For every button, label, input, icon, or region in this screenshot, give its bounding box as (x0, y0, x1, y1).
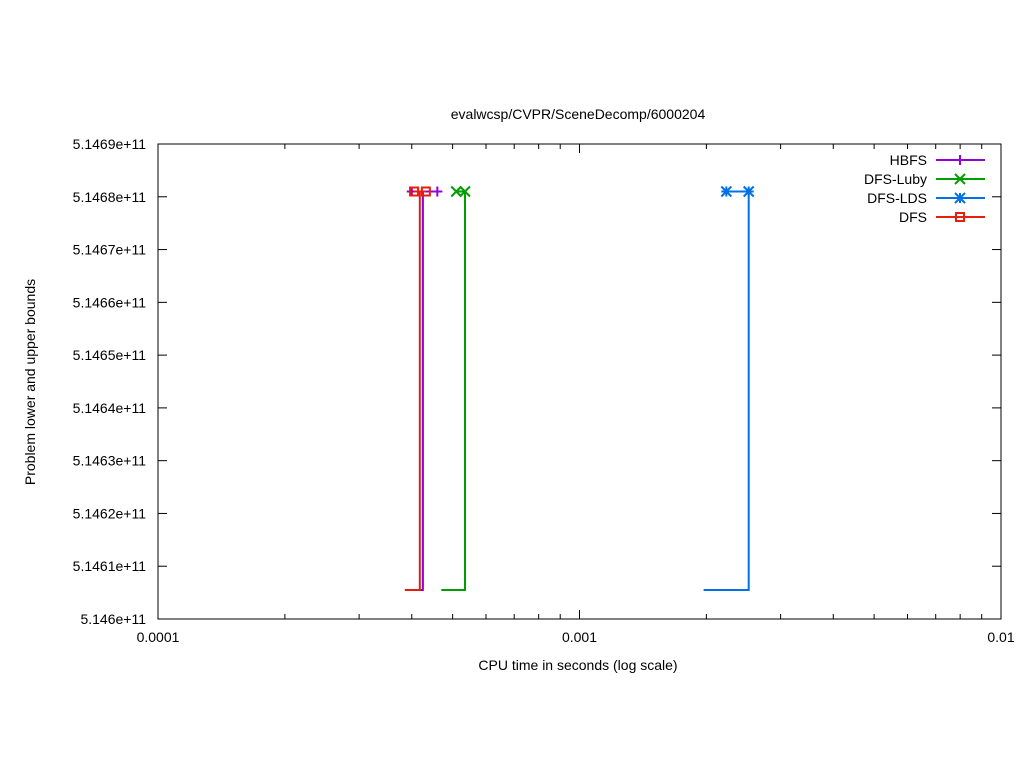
legend-entry: DFS-Luby (864, 171, 985, 187)
x-marker-shape (450, 185, 462, 198)
lower-bound-line (411, 191, 424, 591)
legend: HBFS DFS-Luby DFS-LDS DFS (864, 152, 985, 225)
legend-marker (954, 192, 966, 204)
data-point-marker (432, 186, 443, 197)
y-tick-label: 5.1468e+11 (73, 189, 147, 205)
series-hbfs (406, 186, 443, 591)
square-marker-shape (420, 186, 431, 197)
y-axis-label: Problem lower and upper bounds (22, 279, 38, 485)
legend-label: DFS-Luby (864, 171, 927, 187)
y-tick-label: 5.1463e+11 (73, 453, 147, 469)
x-tick-label: 0.01 (987, 629, 1014, 645)
lower-bound-line (441, 191, 466, 591)
axis-ticks (157, 143, 1002, 620)
lower-bound-line (703, 191, 750, 591)
plot-frame (157, 143, 1002, 620)
star-marker-shape (720, 185, 733, 198)
y-tick-label: 5.1464e+11 (73, 400, 147, 416)
legend-marker (955, 155, 965, 165)
legend-label: DFS-LDS (867, 190, 927, 206)
chart-title: evalwcsp/CVPR/SceneDecomp/6000204 (451, 106, 706, 122)
data-point-marker (720, 185, 733, 198)
data-point-marker (409, 186, 420, 197)
legend-entry: DFS-LDS (867, 190, 985, 206)
legend-marker (954, 173, 966, 185)
x-tick-label: 0.001 (562, 629, 597, 645)
y-tick-labels: 5.146e+11 5.1461e+11 5.1462e+11 5.1463e+11 5… (73, 136, 147, 627)
legend-marker (955, 212, 965, 222)
x-marker-shape (459, 185, 471, 198)
y-tick-label: 5.1465e+11 (73, 347, 147, 363)
legend-entry: HBFS (890, 152, 985, 168)
data-point-marker (742, 185, 755, 198)
x-marker-shape (954, 173, 966, 185)
x-tick-label: 0.0001 (137, 629, 180, 645)
star-marker-shape (742, 185, 755, 198)
square-marker-shape (955, 212, 965, 222)
y-tick-label: 5.1461e+11 (73, 558, 147, 574)
y-tick-label: 5.1466e+11 (73, 294, 147, 310)
legend-label: DFS (899, 209, 927, 225)
lower-bound-line (404, 191, 421, 591)
data-point-marker (450, 185, 462, 198)
series-dfs-lds (703, 185, 755, 591)
data-point-marker (459, 185, 471, 198)
plus-marker-shape (955, 155, 965, 165)
x-tick-labels: 0.0001 0.001 0.01 (137, 629, 1015, 645)
series-dfs (404, 186, 431, 591)
series-layer (404, 185, 755, 591)
series-dfs-luby (441, 185, 471, 591)
y-tick-label: 5.1469e+11 (73, 136, 147, 152)
legend-entry: DFS (899, 209, 985, 225)
y-tick-label: 5.1467e+11 (73, 242, 147, 258)
x-axis-label: CPU time in seconds (log scale) (478, 657, 677, 673)
legend-label: HBFS (890, 152, 927, 168)
square-marker-shape (409, 186, 420, 197)
y-tick-label: 5.146e+11 (80, 611, 146, 627)
plus-marker-shape (432, 186, 443, 197)
y-tick-label: 5.1462e+11 (73, 505, 147, 521)
star-marker-shape (954, 192, 966, 204)
data-point-marker (420, 186, 431, 197)
